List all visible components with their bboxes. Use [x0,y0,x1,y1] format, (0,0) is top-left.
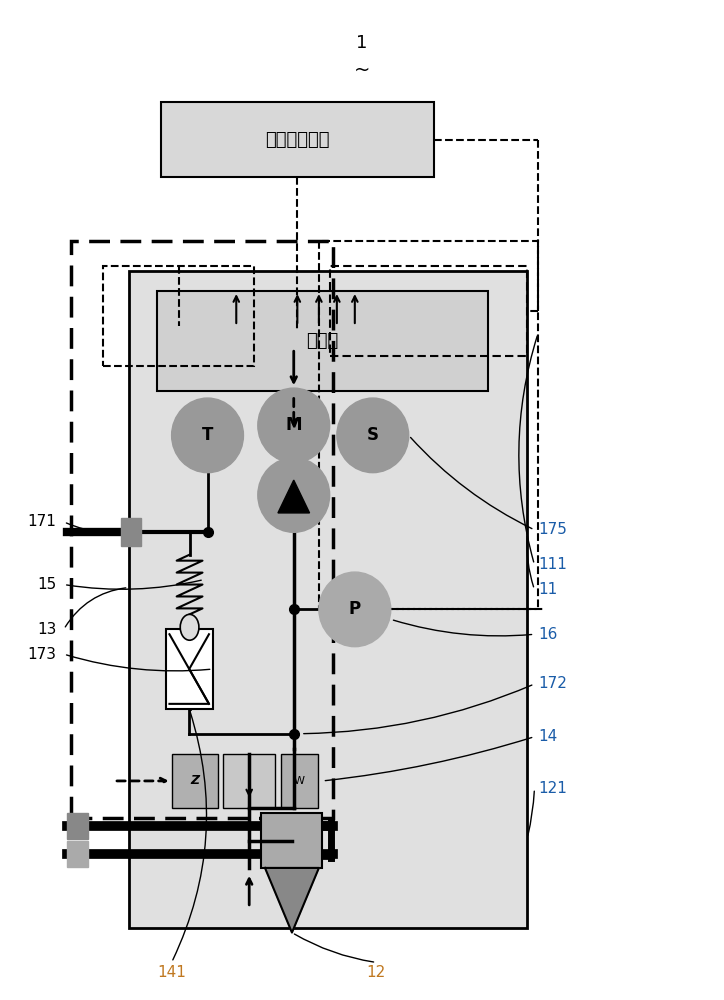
Bar [166,629,213,709]
Text: 15: 15 [38,577,56,592]
Bar [67,841,88,867]
Text: ~: ~ [354,61,370,80]
Text: 172: 172 [538,676,567,691]
FancyBboxPatch shape [161,102,434,177]
Ellipse shape [319,572,391,647]
Text: 1: 1 [356,34,368,52]
Polygon shape [278,480,310,513]
Text: 175: 175 [538,522,567,537]
Text: 其他信号输入: 其他信号输入 [265,131,329,149]
Text: 12: 12 [367,965,386,980]
Text: 121: 121 [538,781,567,796]
Bar [261,813,322,868]
Text: Z: Z [190,774,200,787]
Circle shape [180,614,199,640]
Bar [223,754,275,808]
FancyBboxPatch shape [128,271,527,928]
Text: 14: 14 [538,729,557,744]
Ellipse shape [258,388,329,463]
Text: 173: 173 [28,647,56,662]
Text: P: P [349,600,361,618]
Text: 13: 13 [38,622,56,637]
Ellipse shape [258,458,329,532]
Text: 111: 111 [538,557,567,572]
Polygon shape [265,868,319,933]
Bar [172,754,219,808]
Ellipse shape [172,398,243,473]
Text: 141: 141 [157,965,186,980]
Ellipse shape [337,398,409,473]
Bar [67,813,88,839]
Bar [281,754,318,808]
Text: M: M [285,416,302,434]
FancyBboxPatch shape [157,291,488,391]
Text: 控制器: 控制器 [306,332,339,350]
Text: T: T [202,426,214,444]
Text: 11: 11 [538,582,557,597]
Text: S: S [367,426,379,444]
Text: W: W [294,776,305,786]
Text: 171: 171 [28,514,56,529]
Bar [122,518,141,546]
Text: 16: 16 [538,627,557,642]
